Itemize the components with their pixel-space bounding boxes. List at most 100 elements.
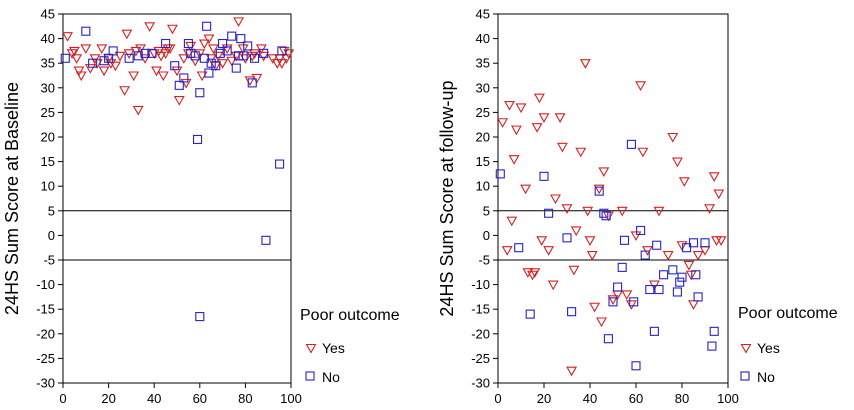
point-no	[206, 58, 216, 68]
y-tick-label: -10	[471, 277, 490, 292]
point-yes	[582, 206, 594, 217]
point-yes	[233, 17, 245, 28]
point-no	[649, 326, 659, 336]
point-yes	[504, 100, 515, 111]
x-tick-label: 40	[583, 391, 597, 406]
point-yes	[561, 204, 573, 214]
point-yes	[635, 81, 647, 91]
point-yes	[157, 71, 169, 82]
point-no	[707, 341, 717, 351]
point-no	[247, 78, 257, 88]
point-yes	[667, 132, 679, 143]
point-no	[693, 292, 703, 302]
legend-yes-label: Yes	[757, 340, 780, 356]
point-no	[539, 171, 549, 181]
point-no	[81, 26, 91, 36]
legend-left-no-marker	[305, 371, 315, 381]
point-no	[603, 334, 613, 344]
point-no	[668, 265, 678, 275]
point-yes	[568, 265, 580, 276]
point-no	[567, 307, 577, 317]
point-no	[174, 80, 184, 90]
point-yes	[75, 71, 87, 82]
legend-title-left: Poor outcome	[300, 307, 400, 324]
point-no	[675, 277, 685, 287]
point-no	[525, 309, 535, 319]
point-no	[691, 270, 701, 280]
y-tick-label: 15	[41, 154, 55, 169]
point-no	[133, 51, 143, 61]
point-yes	[607, 295, 619, 305]
point-no	[60, 53, 70, 63]
point-yes	[676, 241, 688, 251]
point-no	[672, 287, 682, 297]
y-tick-label: 10	[476, 179, 490, 194]
point-yes	[566, 366, 578, 377]
point-yes	[98, 66, 110, 77]
point-yes	[226, 56, 238, 67]
point-no	[222, 46, 232, 56]
point-yes	[258, 51, 270, 62]
plot-frame	[497, 13, 729, 384]
point-no	[688, 238, 699, 248]
point-yes	[283, 49, 295, 59]
point-yes	[579, 59, 591, 69]
x-tick-label: 0	[59, 391, 66, 406]
point-yes	[704, 204, 716, 214]
point-yes	[538, 113, 550, 123]
y-tick-label: 40	[41, 31, 55, 46]
point-no	[147, 48, 157, 58]
point-yes	[278, 46, 290, 57]
point-no	[261, 235, 271, 245]
point-yes	[527, 270, 538, 281]
point-yes	[570, 226, 582, 237]
point-no	[619, 235, 630, 245]
y-tick-label: 5	[48, 203, 55, 218]
point-yes	[68, 46, 80, 57]
legend-yes-marker	[740, 343, 752, 354]
point-no	[104, 53, 114, 63]
point-yes	[66, 49, 78, 59]
y-tick-label: -15	[471, 302, 490, 317]
point-no	[249, 53, 260, 63]
x-tick-label: 80	[238, 391, 252, 406]
legend-no-marker	[740, 371, 750, 381]
point-yes	[586, 251, 598, 261]
baseline-scatter-plot: -30 -25 -20 -15 -10 -5 0 5 10 15 20 25 30 35 40 45 0 20 40…	[2, 7, 302, 407]
point-no	[88, 58, 98, 68]
point-yes	[575, 147, 587, 158]
point-yes	[543, 246, 555, 256]
point-yes	[630, 231, 642, 242]
point-yes	[132, 105, 144, 116]
point-yes	[96, 44, 108, 55]
legend-left-yes-marker	[305, 343, 317, 354]
point-no	[199, 53, 209, 63]
point-no	[218, 38, 228, 49]
point-no	[631, 361, 641, 371]
point-no	[613, 282, 623, 292]
point-yes	[208, 44, 219, 55]
point-no	[277, 46, 287, 56]
point-yes	[244, 76, 256, 87]
point-yes	[73, 66, 85, 77]
y-tick-label: -25	[36, 351, 55, 366]
y-tick-label: 0	[483, 228, 490, 243]
point-yes	[71, 54, 83, 64]
point-yes	[84, 64, 96, 74]
point-no	[640, 250, 650, 260]
y-tick-label: -20	[36, 326, 55, 341]
y-tick-label: 45	[41, 7, 55, 22]
point-no	[259, 48, 269, 58]
point-no	[186, 48, 196, 58]
point-yes	[688, 300, 699, 310]
y-tick-label: 35	[41, 56, 55, 71]
point-yes	[139, 54, 151, 64]
y-axis-label: 24HS Sum Score at follow-up	[437, 80, 457, 316]
legend-no-label: No	[757, 369, 775, 385]
point-no	[626, 139, 636, 149]
point-no	[654, 284, 664, 295]
point-no	[192, 134, 203, 145]
point-yes	[501, 246, 513, 256]
point-no	[495, 169, 505, 179]
point-no	[601, 211, 611, 221]
